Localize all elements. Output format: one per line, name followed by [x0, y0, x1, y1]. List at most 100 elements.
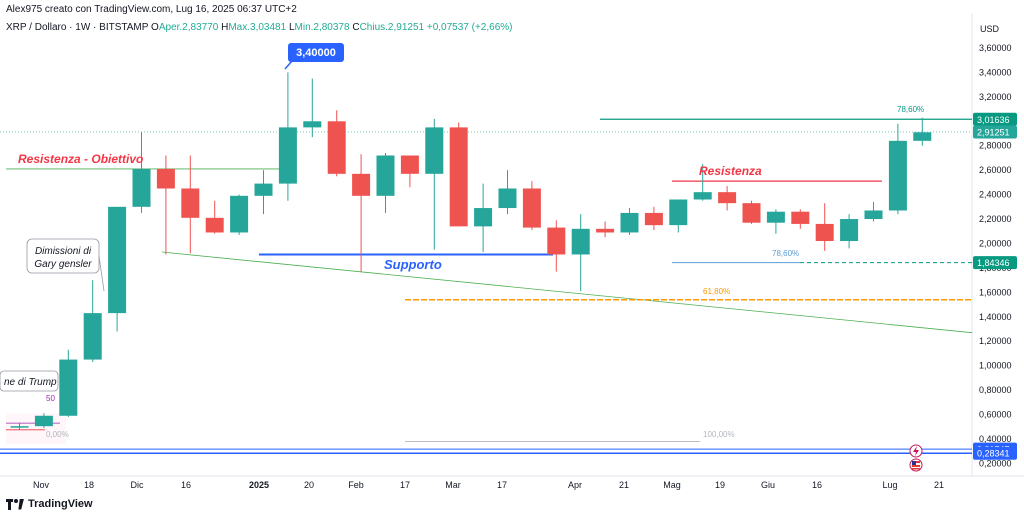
candle-body: [693, 192, 712, 200]
candle-body: [498, 188, 517, 209]
candle-body: [156, 168, 175, 189]
candle-body: [864, 210, 883, 220]
price-axis-label: 2,91251: [973, 125, 1017, 139]
candle-body: [913, 132, 932, 141]
candle-body: [449, 127, 468, 227]
fib-618-label: 61,80%: [703, 287, 730, 296]
candle-body: [352, 173, 371, 196]
y-tick-label: 3,20000: [979, 92, 1012, 102]
candle-up: [83, 280, 102, 363]
price-axis-label: 0,28341: [973, 446, 1017, 460]
candle-down: [400, 155, 419, 188]
candle-up: [303, 78, 322, 138]
candle-body: [547, 227, 566, 255]
x-tick-label: 18: [84, 480, 94, 490]
x-tick-label: Giu: [761, 480, 775, 490]
y-tick-label: 0,80000: [979, 385, 1012, 395]
x-tick-label: 2025: [249, 480, 269, 490]
change-value: +0,07537 (+2,66%): [426, 22, 513, 33]
fib-50-label: 50: [46, 394, 55, 403]
us-flag-icon[interactable]: [909, 458, 923, 472]
y-tick-label: 2,40000: [979, 190, 1012, 200]
callout-gensler-box: [26, 238, 100, 274]
resistance-label: Resistenza: [699, 164, 762, 178]
price-axis-label-text: 2,91251: [977, 127, 1010, 137]
price-axis-label: 1,84346: [973, 256, 1017, 270]
price-axis-label-bg: [973, 446, 1017, 460]
candle-up: [766, 209, 785, 234]
candle-body: [791, 211, 810, 224]
price-axis-label-text: 3,01636: [977, 115, 1010, 125]
x-tick-label: Feb: [348, 480, 364, 490]
callout-trump-text: ne di Trump: [4, 377, 57, 388]
candle-body: [571, 228, 590, 255]
author-line: Alex975 creato con TradingView.com, Lug …: [6, 4, 297, 15]
tradingview-brand: TradingView: [28, 498, 93, 510]
candle-down: [815, 203, 834, 251]
symbol-name[interactable]: XRP / Dollaro · 1W · BITSTAMP: [6, 22, 149, 33]
y-tick-label: 1,40000: [979, 312, 1012, 322]
peak-label-text: 3,40000: [296, 47, 336, 59]
candle-down: [449, 122, 468, 227]
price-axis-label: 3,01636: [973, 112, 1017, 126]
candle-body: [83, 313, 102, 360]
y-tick-label: 0,20000: [979, 458, 1012, 468]
candle-body: [669, 199, 688, 226]
price-axis-label-bg: [973, 256, 1017, 270]
candle-up: [693, 164, 712, 201]
candle-body: [425, 127, 444, 174]
high-label: H: [221, 22, 229, 33]
candle-down: [742, 200, 761, 224]
ohlc-legend: XRP / Dollaro · 1W · BITSTAMP OAper.2,83…: [6, 22, 512, 33]
candle-down: [327, 110, 346, 177]
x-tick-label: 21: [619, 480, 629, 490]
x-tick-label: 21: [934, 480, 944, 490]
fib-100-label: 100,00%: [703, 430, 735, 439]
x-tick-label: Apr: [568, 480, 582, 490]
close-value: Chius.2,91251: [359, 22, 425, 33]
candle-up: [913, 117, 932, 146]
fib-786-top-label: 78,60%: [897, 105, 924, 114]
candle-up: [425, 118, 444, 250]
candle-body: [596, 228, 615, 233]
x-tick-label: 17: [400, 480, 410, 490]
flash-icon[interactable]: [909, 444, 923, 458]
candle-up: [571, 214, 590, 292]
peak-label-pointer: [284, 60, 293, 70]
low-value: Min.2,80378: [294, 22, 350, 33]
candle-body: [303, 121, 322, 128]
x-tick-label: 16: [181, 480, 191, 490]
x-tick-label: 16: [812, 480, 822, 490]
fib-0-label: 0,00%: [46, 430, 69, 439]
candle-body: [840, 219, 859, 242]
callout-trump-box: [0, 370, 59, 392]
candle-body: [327, 121, 346, 174]
candle-up: [840, 214, 859, 249]
price-axis-label-bg: [973, 125, 1017, 139]
candle-up: [474, 183, 493, 253]
x-tick-label: Nov: [33, 480, 50, 490]
candle-up: [888, 123, 907, 215]
y-tick-label: 2,60000: [979, 165, 1012, 175]
x-tick-label: 17: [497, 480, 507, 490]
candle-body: [132, 168, 151, 207]
price-axis-label-text: 0,28341: [977, 449, 1010, 459]
candle-body: [815, 223, 834, 242]
candle-down: [205, 200, 224, 234]
candle-down: [547, 220, 566, 272]
candle-down: [718, 186, 737, 211]
candle-body: [59, 359, 78, 416]
support-label: Supporto: [384, 257, 442, 272]
tradingview-logo[interactable]: TradingView: [6, 498, 93, 510]
candle-body: [400, 155, 419, 174]
candle-down: [596, 221, 615, 238]
price-axis-label-text: 1,84346: [977, 258, 1010, 268]
candle-body: [278, 127, 297, 184]
candle-up: [278, 72, 297, 201]
candle-body: [205, 217, 224, 233]
trend-line: [161, 251, 973, 334]
x-tick-label: 20: [304, 480, 314, 490]
y-tick-label: 1,60000: [979, 287, 1012, 297]
close-label: C: [352, 22, 360, 33]
